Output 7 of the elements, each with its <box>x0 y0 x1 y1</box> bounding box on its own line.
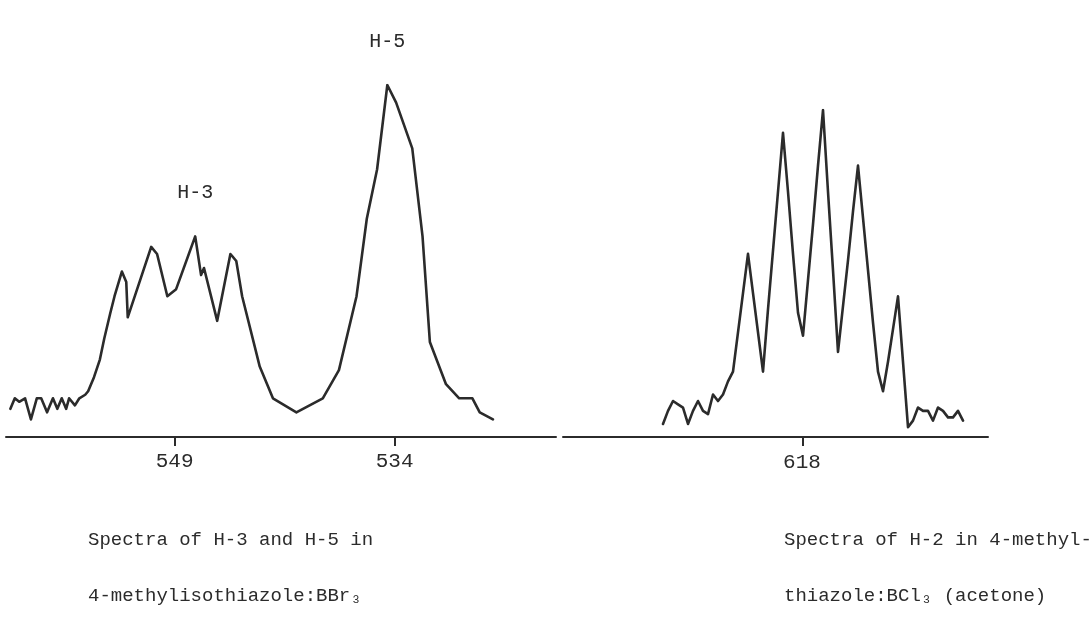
text: Spectra of H-2 in 4-methyl- thiazole:BCl₃ (acetone) <box>784 529 1092 607</box>
text: 618 <box>783 451 821 474</box>
text: Spectra of H-3 and H-5 in 4-methylisothiazole:BBr₃ <box>88 529 374 607</box>
annotation: H-3 <box>177 180 214 204</box>
x-tick-label: 534 <box>375 450 414 473</box>
annotation: H-5 <box>369 29 406 53</box>
x-tick-label: 549 <box>155 450 194 473</box>
